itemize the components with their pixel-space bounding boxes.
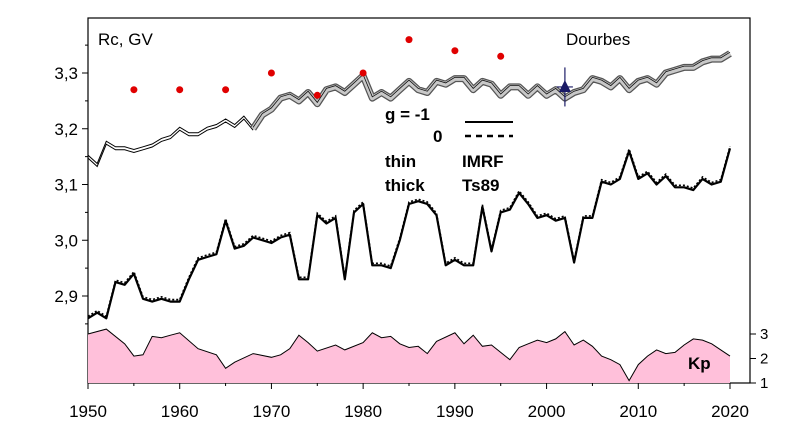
red-point xyxy=(222,86,230,94)
series-upper-thin-b xyxy=(87,118,254,168)
red-point xyxy=(130,86,138,94)
legend-g0-label: 0 xyxy=(433,127,442,146)
x-tick-label: 2020 xyxy=(711,402,749,421)
kp-layer xyxy=(87,328,731,383)
red-point xyxy=(451,47,459,55)
red-point xyxy=(497,52,505,60)
series-upper-thin-a xyxy=(87,115,254,165)
kp-line xyxy=(87,328,731,382)
y-tick-label: 3,3 xyxy=(54,64,78,83)
red-point xyxy=(267,69,275,77)
x-tick-label: 1980 xyxy=(344,402,382,421)
x-tick-label: 1970 xyxy=(253,402,291,421)
marker-triangle xyxy=(558,79,571,92)
y-axis-label: Rc, GV xyxy=(98,30,153,49)
points-layer xyxy=(130,36,573,107)
legend: g = -1 0 thin IMRF thick Ts89 xyxy=(385,105,513,195)
red-point xyxy=(359,69,367,77)
legend-thin-label: thin xyxy=(385,152,416,171)
x-axis: 1950 1960 1970 1980 1990 2000 2010 2020 xyxy=(69,383,749,421)
y-axis: 2,9 3,0 3,1 3,2 3,3 xyxy=(54,44,88,325)
series-upper-band xyxy=(251,51,732,130)
legend-imrf-label: IMRF xyxy=(462,152,504,171)
x-tick-label: 1950 xyxy=(69,402,107,421)
kp-tick-label: 2 xyxy=(760,351,768,368)
x-tick-label: 2010 xyxy=(619,402,657,421)
series-lower-dotted xyxy=(87,146,731,318)
station-label: Dourbes xyxy=(566,30,630,49)
y-tick-label: 2,9 xyxy=(54,287,78,306)
kp-area xyxy=(88,329,730,383)
series-upper-band-line xyxy=(252,51,731,128)
red-point xyxy=(405,36,413,44)
x-tick-label: 1990 xyxy=(436,402,474,421)
kp-tick-label: 3 xyxy=(760,326,768,343)
red-point xyxy=(176,86,184,94)
legend-ts89-label: Ts89 xyxy=(462,176,500,195)
legend-thick-label: thick xyxy=(385,176,425,195)
kp-tick-label: 1 xyxy=(760,375,768,392)
x-tick-label: 2000 xyxy=(528,402,566,421)
y-tick-label: 3,2 xyxy=(54,120,78,139)
y-tick-label: 3,1 xyxy=(54,176,78,195)
red-point xyxy=(313,91,321,99)
kp-label: Kp xyxy=(688,354,711,373)
y-tick-label: 3,0 xyxy=(54,231,78,250)
series-layer xyxy=(87,50,732,320)
series-lower-solid xyxy=(87,148,732,320)
kp-axis: 1 2 3 xyxy=(750,326,768,392)
x-tick-label: 1960 xyxy=(161,402,199,421)
legend-g-label: g = -1 xyxy=(385,105,430,124)
